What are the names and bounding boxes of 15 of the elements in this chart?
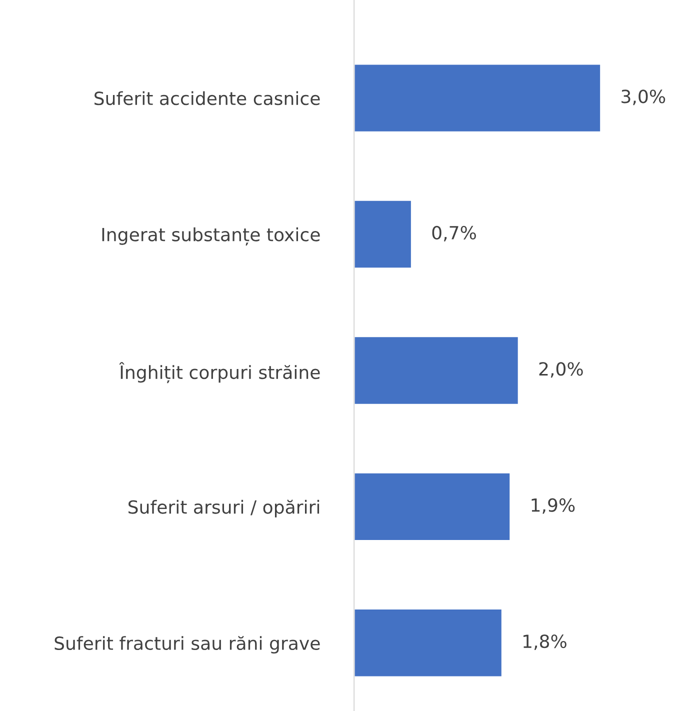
- bar: [354, 336, 520, 406]
- bar: [354, 63, 602, 133]
- data-label: 1,8%: [524, 634, 566, 650]
- y-tick-label: Suferit fracturi sau răni grave: [54, 636, 320, 654]
- data-label: 2,0%: [539, 362, 583, 378]
- bar: [354, 608, 503, 678]
- y-tick-label: Ingerat substanțe toxice: [102, 227, 320, 246]
- bar: [354, 200, 412, 270]
- data-label: 3,0%: [622, 90, 666, 106]
- bar: [354, 472, 512, 542]
- data-label: 0,7%: [432, 226, 476, 242]
- y-tick-label: Suferit accidente casnice: [94, 91, 320, 106]
- y-tick-label: Suferit arsuri / opăriri: [128, 500, 320, 518]
- data-label: 1,9%: [532, 498, 575, 514]
- y-tick-label: Înghițit corpuri străine: [119, 362, 320, 384]
